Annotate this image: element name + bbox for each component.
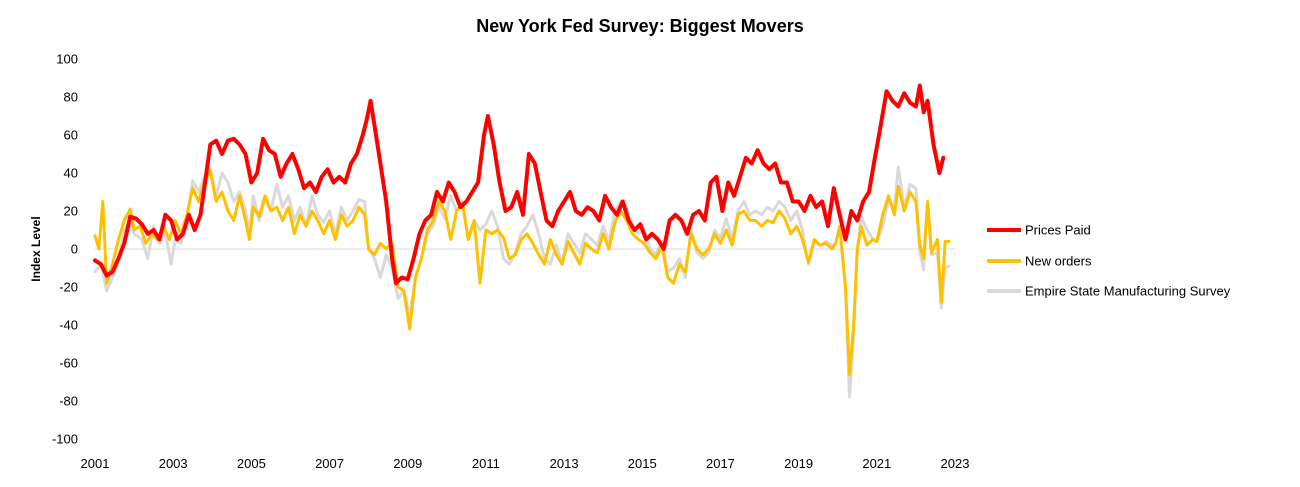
x-tick-label: 2011 — [472, 456, 500, 471]
y-tick-label: -80 — [59, 394, 78, 409]
series-line-new-orders — [93, 169, 951, 376]
x-tick-label: 2005 — [237, 456, 266, 471]
x-tick-label: 2009 — [393, 456, 422, 471]
y-tick-label: -100 — [52, 432, 78, 447]
x-tick-label: 2023 — [941, 456, 970, 471]
legend-label: Empire State Manufacturing Survey — [1025, 284, 1231, 299]
chart-title: New York Fed Survey: Biggest Movers — [476, 16, 803, 36]
legend-item: Empire State Manufacturing Survey — [987, 284, 1231, 299]
x-axis-ticks: 2001 2003 2005 2007 2009 2011 2013 2015 2017 2019… — [81, 456, 970, 471]
x-tick-label: 2013 — [550, 456, 579, 471]
y-axis-ticks: 100 80 60 40 20 0 -20 -40 -60 -80 -100 — [52, 52, 78, 447]
series-lines — [93, 83, 951, 399]
x-tick-label: 2015 — [628, 456, 657, 471]
series-line-prices-paid — [93, 83, 946, 286]
x-tick-label: 2003 — [159, 456, 188, 471]
legend: Prices Paid New orders Empire State Manufa… — [987, 223, 1231, 299]
y-tick-label: -60 — [59, 356, 78, 371]
y-tick-label: 0 — [71, 242, 78, 257]
y-tick-label: -20 — [59, 280, 78, 295]
legend-item: Prices Paid — [987, 223, 1091, 238]
y-tick-label: 60 — [64, 128, 78, 143]
legend-label: New orders — [1025, 254, 1092, 269]
y-axis-title: Index Level — [29, 216, 43, 281]
x-tick-label: 2021 — [862, 456, 891, 471]
legend-label: Prices Paid — [1025, 223, 1091, 238]
legend-item: New orders — [987, 254, 1092, 269]
x-tick-label: 2007 — [315, 456, 344, 471]
y-tick-label: 20 — [64, 204, 78, 219]
y-tick-label: -40 — [59, 318, 78, 333]
y-tick-label: 80 — [64, 90, 78, 105]
x-tick-label: 2001 — [81, 456, 110, 471]
y-tick-label: 100 — [56, 52, 78, 67]
x-tick-label: 2019 — [784, 456, 813, 471]
x-tick-label: 2017 — [706, 456, 735, 471]
y-tick-label: 40 — [64, 166, 78, 181]
